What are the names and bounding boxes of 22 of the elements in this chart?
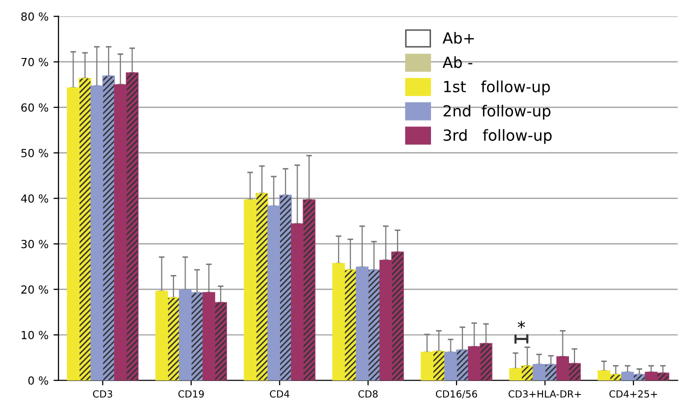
y-tick-label: 70 % (21, 58, 48, 66)
y-tick-label: 30 % (21, 240, 48, 248)
x-tick-label: CD4+25+ (609, 390, 657, 398)
annotation: 3rd follow-up (444, 129, 552, 144)
annotation: * (518, 320, 526, 328)
y-tick-label: 10 % (22, 330, 48, 340)
y-tick-label: 50 % (21, 148, 48, 158)
x-tick-label: CD16/56 (436, 390, 478, 398)
x-tick-label: CD19 (178, 390, 204, 398)
x-tick-label: CD3+HLA-DR+ (508, 390, 581, 398)
y-tick-label: 80 % (21, 12, 48, 21)
y-tick-label: 0 % (28, 376, 48, 385)
annotation: Ab - (442, 56, 472, 68)
y-tick-label: 20 % (21, 285, 48, 294)
annotation: Ab+ (442, 32, 474, 44)
x-tick-label: CD3 (93, 390, 112, 398)
y-tick-label: 60 % (21, 103, 48, 112)
annotation: 2nd follow-up (444, 104, 550, 120)
annotation: 1st follow-up (444, 80, 550, 96)
x-tick-label: CD4 (270, 390, 290, 398)
x-tick-label: CD8 (358, 390, 378, 398)
y-tick-label: 40 % (21, 194, 48, 203)
